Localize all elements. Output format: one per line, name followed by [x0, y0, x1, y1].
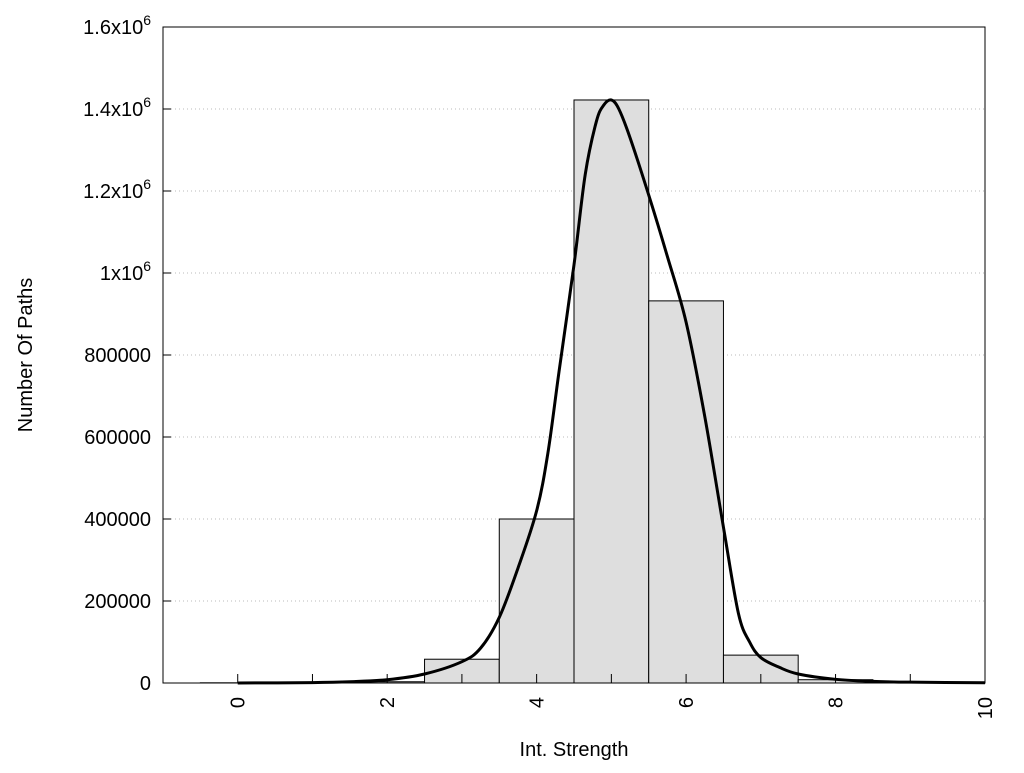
y-tick-label: 1.4x106: [83, 94, 151, 121]
y-tick-label: 1x106: [100, 258, 151, 285]
x-tick-label: 8: [826, 697, 848, 708]
bar: [574, 100, 649, 683]
y-axis-ticks: 0 200000 400000 600000 800000 1x106 1.2x106 1.4…: [83, 12, 171, 695]
y-tick-label: 0: [140, 673, 151, 695]
y-tick-label: 1.6x106: [83, 12, 151, 39]
bars: [200, 100, 873, 683]
bar: [649, 301, 724, 683]
y-tick-label: 600000: [84, 427, 151, 449]
y-axis-label: Number Of Paths: [15, 278, 37, 433]
y-tick-label: 800000: [84, 345, 151, 367]
y-tick-label: 1.2x106: [83, 176, 151, 203]
bar: [499, 519, 574, 683]
x-tick-label: 4: [527, 697, 549, 708]
x-tick-label: 0: [228, 697, 250, 708]
x-axis-label: Int. Strength: [520, 739, 629, 761]
y-tick-label: 400000: [84, 509, 151, 531]
x-tick-label: 6: [676, 697, 698, 708]
y-tick-label: 200000: [84, 591, 151, 613]
x-tick-label: 2: [377, 697, 399, 708]
x-tick-label: 10: [975, 697, 997, 719]
